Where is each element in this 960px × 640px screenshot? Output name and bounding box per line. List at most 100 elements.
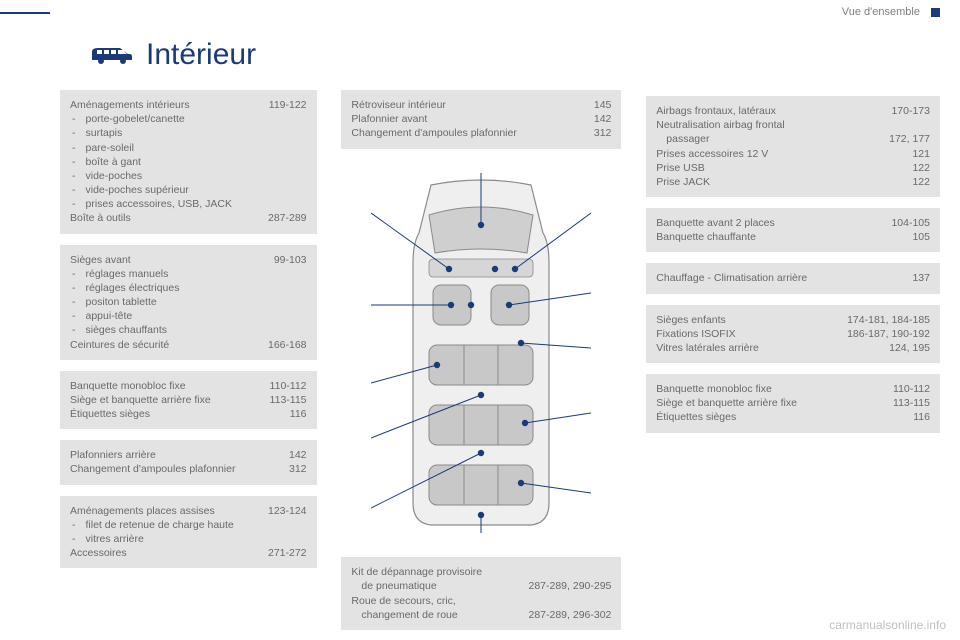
- label: Banquette monobloc fixe: [656, 382, 893, 396]
- pages: 113-115: [893, 396, 930, 410]
- pages: 119-122: [269, 98, 307, 112]
- row: Changement d'ampoules plafonnier 312: [70, 462, 307, 476]
- row: Airbags frontaux, latéraux 170-173: [656, 104, 930, 118]
- vehicle-top-diagram: [371, 173, 591, 533]
- pages: 142: [289, 448, 307, 462]
- pages: 116: [290, 407, 307, 421]
- label: Neutralisation airbag frontal: [656, 118, 930, 132]
- label: Airbags frontaux, latéraux: [656, 104, 891, 118]
- box-amenagements-places: Aménagements places assises 123-124 file…: [60, 496, 317, 569]
- van-icon: [90, 44, 134, 66]
- row-boite-outils: Boîte à outils 287-289: [70, 211, 307, 225]
- label: Plafonniers arrière: [70, 448, 289, 462]
- pages: 287-289, 290-295: [528, 579, 611, 593]
- content-columns: Aménagements intérieurs 119-122 porte-go…: [60, 90, 940, 630]
- page-title: Intérieur: [90, 38, 256, 72]
- row: passager 172, 177: [656, 132, 930, 146]
- label: changement de roue: [361, 608, 528, 622]
- bullet-item: surtapis: [72, 126, 307, 140]
- label: Étiquettes sièges: [656, 410, 913, 424]
- row: Chauffage - Climatisation arrière 137: [656, 271, 930, 285]
- bullet-item: vide-poches supérieur: [72, 183, 307, 197]
- row: Changement d'ampoules plafonnier 312: [351, 126, 611, 140]
- page-title-text: Intérieur: [146, 38, 256, 72]
- vehicle-diagram-wrap: [361, 157, 601, 550]
- row: Plafonnier avant 142: [351, 112, 611, 126]
- row: Banquette chauffante 105: [656, 230, 930, 244]
- label: Prises accessoires 12 V: [656, 147, 912, 161]
- box-banquette-monobloc-right: Banquette monobloc fixe 110-112 Siège et…: [646, 374, 940, 433]
- row: Siège et banquette arrière fixe 113-115: [656, 396, 930, 410]
- label: Ceintures de sécurité: [70, 338, 268, 352]
- label: Banquette chauffante: [656, 230, 912, 244]
- row: Vitres latérales arrière 124, 195: [656, 341, 930, 355]
- label: Roue de secours, cric,: [351, 594, 611, 608]
- left-column: Aménagements intérieurs 119-122 porte-go…: [60, 90, 317, 630]
- pages: 121: [912, 147, 930, 161]
- section-dot-icon: [931, 8, 940, 17]
- row-sieges-avant: Sièges avant 99-103: [70, 253, 307, 267]
- pages: 312: [289, 462, 307, 476]
- label: de pneumatique: [361, 579, 528, 593]
- pages: 116: [913, 410, 930, 424]
- label: Prise JACK: [656, 175, 912, 189]
- label: Sièges avant: [70, 253, 274, 267]
- label: Banquette monobloc fixe: [70, 379, 270, 393]
- box-chauffage-clim: Chauffage - Climatisation arrière 137: [646, 263, 940, 293]
- box-amenagements-interieurs: Aménagements intérieurs 119-122 porte-go…: [60, 90, 317, 234]
- bullet-item: vitres arrière: [72, 532, 307, 546]
- label: Sièges enfants: [656, 313, 847, 327]
- pages: 287-289, 296-302: [528, 608, 611, 622]
- row: Étiquettes sièges 116: [70, 407, 307, 421]
- bullet-item: porte-gobelet/canette: [72, 112, 307, 126]
- label: Banquette avant 2 places: [656, 216, 891, 230]
- pages: 110-112: [893, 382, 930, 396]
- pages: 123-124: [268, 504, 307, 518]
- pages: 145: [594, 98, 612, 112]
- bullet-item: réglages manuels: [72, 267, 307, 281]
- bullet-item: réglages électriques: [72, 281, 307, 295]
- label: Aménagements places assises: [70, 504, 268, 518]
- bullet-list: porte-gobelet/canette surtapis pare-sole…: [70, 112, 307, 211]
- label: Fixations ISOFIX: [656, 327, 847, 341]
- label: Aménagements intérieurs: [70, 98, 269, 112]
- box-plafonniers-arriere: Plafonniers arrière 142 Changement d'amp…: [60, 440, 317, 484]
- row: Siège et banquette arrière fixe 113-115: [70, 393, 307, 407]
- pages: 312: [594, 126, 612, 140]
- label: Boîte à outils: [70, 211, 268, 225]
- label: Plafonnier avant: [351, 112, 593, 126]
- pages: 124, 195: [889, 341, 930, 355]
- middle-column: Rétroviseur intérieur 145 Plafonnier ava…: [335, 90, 629, 630]
- pages: 172, 177: [889, 132, 930, 146]
- row: Prise JACK 122: [656, 175, 930, 189]
- row: Banquette monobloc fixe 110-112: [656, 382, 930, 396]
- pages: 174-181, 184-185: [847, 313, 930, 327]
- box-banquette-monobloc-left: Banquette monobloc fixe 110-112 Siège et…: [60, 371, 317, 430]
- row-ceintures: Ceintures de sécurité 166-168: [70, 338, 307, 352]
- bullet-item: pare-soleil: [72, 141, 307, 155]
- pages: 170-173: [891, 104, 930, 118]
- row: Banquette monobloc fixe 110-112: [70, 379, 307, 393]
- bullet-item: boîte à gant: [72, 155, 307, 169]
- right-column: Airbags frontaux, latéraux 170-173 Neutr…: [646, 90, 940, 630]
- pages: 99-103: [274, 253, 307, 267]
- label: Prise USB: [656, 161, 912, 175]
- label: passager: [666, 132, 889, 146]
- row: changement de roue 287-289, 296-302: [351, 608, 611, 622]
- header-rule: [0, 12, 50, 14]
- section-label: Vue d'ensemble: [842, 6, 920, 18]
- row: Banquette avant 2 places 104-105: [656, 216, 930, 230]
- pages: 122: [912, 175, 930, 189]
- row: Fixations ISOFIX 186-187, 190-192: [656, 327, 930, 341]
- row: Étiquettes sièges 116: [656, 410, 930, 424]
- header-section: Vue d'ensemble: [842, 6, 940, 18]
- bullet-item: vide-poches: [72, 169, 307, 183]
- pages: 122: [912, 161, 930, 175]
- label: Accessoires: [70, 546, 268, 560]
- box-banquette-avant: Banquette avant 2 places 104-105 Banquet…: [646, 208, 940, 252]
- row-amenagements-interieurs: Aménagements intérieurs 119-122: [70, 98, 307, 112]
- row: de pneumatique 287-289, 290-295: [351, 579, 611, 593]
- label: Étiquettes sièges: [70, 407, 290, 421]
- label: Siège et banquette arrière fixe: [656, 396, 893, 410]
- pages: 287-289: [268, 211, 307, 225]
